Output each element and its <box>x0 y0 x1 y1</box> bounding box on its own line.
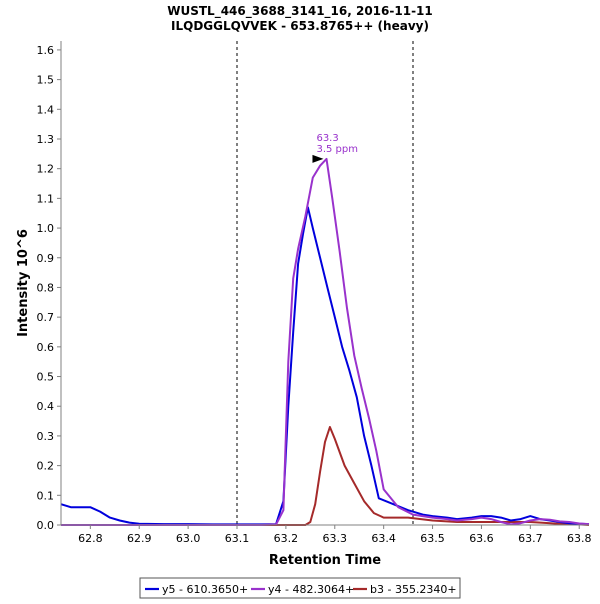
peak-marker-arrow <box>312 154 324 163</box>
x-tick-label: 63.1 <box>225 532 250 545</box>
legend-label-b3: b3 - 355.2340+ <box>370 583 457 596</box>
chart-title-line2: ILQDGGLQVVEK - 653.8765++ (heavy) <box>171 19 429 33</box>
legend-label-y5: y5 - 610.3650+ <box>162 583 248 596</box>
y-tick-label: 0.8 <box>37 281 55 294</box>
y-tick-label: 0.1 <box>37 489 55 502</box>
y-ticks: 0.0 0.1 0.2 0.3 0.4 0.5 0.6 0.7 0.8 0.9 1.0 1.1 1.2 1… <box>37 44 61 532</box>
x-tick-label: 63.6 <box>469 532 494 545</box>
x-tick-label: 62.9 <box>127 532 152 545</box>
y-tick-label: 0.0 <box>37 519 55 532</box>
x-axis-title: Retention Time <box>269 553 381 568</box>
x-tick-label: 63.7 <box>518 532 543 545</box>
y-tick-label: 0.9 <box>37 252 55 265</box>
x-tick-label: 62.8 <box>78 532 103 545</box>
x-tick-label: 63.5 <box>420 532 445 545</box>
legend: y5 - 610.3650+ y4 - 482.3064+ b3 - 355.2… <box>139 577 461 599</box>
peak-annotation: 63.33.5 ppm <box>312 133 358 163</box>
legend-label-y4: y4 - 482.3064+ <box>268 583 354 596</box>
y-tick-label: 1.5 <box>37 74 55 87</box>
series-line-y5 <box>60 206 590 526</box>
x-tick-label: 63.4 <box>371 532 396 545</box>
y-tick-label: 1.3 <box>37 133 55 146</box>
y-tick-label: 1.2 <box>37 163 55 176</box>
y-tick-label: 0.4 <box>37 400 55 413</box>
chart-title-line1: WUSTL_446_3688_3141_16, 2016-11-11 <box>167 4 433 19</box>
y-tick-label: 1.6 <box>37 44 55 57</box>
plot-area <box>61 41 589 525</box>
y-tick-label: 0.5 <box>37 371 55 384</box>
y-axis-title: Intensity 10^6 <box>16 229 31 337</box>
y-tick-label: 0.2 <box>37 460 55 473</box>
series-line-y4 <box>61 157 590 526</box>
y-tick-label: 0.3 <box>37 430 55 443</box>
y-tick-label: 1.1 <box>37 192 55 205</box>
peak-rt-label: 63.3 <box>316 133 338 144</box>
x-tick-label: 63.0 <box>176 532 201 545</box>
x-ticks: 62.8 62.9 63.0 63.1 63.2 63.3 63.4 63.5 63.6 63.7… <box>78 525 591 545</box>
x-tick-label: 63.8 <box>567 532 592 545</box>
integration-boundaries <box>236 41 414 525</box>
y-tick-label: 1.0 <box>37 222 55 235</box>
legend-box <box>139 577 461 599</box>
x-tick-label: 63.2 <box>274 532 299 545</box>
peak-ppm-label: 3.5 ppm <box>316 144 358 155</box>
y-tick-label: 0.6 <box>37 341 55 354</box>
x-tick-label: 63.3 <box>323 532 348 545</box>
y-tick-label: 0.7 <box>37 311 55 324</box>
y-tick-label: 1.4 <box>37 103 55 116</box>
